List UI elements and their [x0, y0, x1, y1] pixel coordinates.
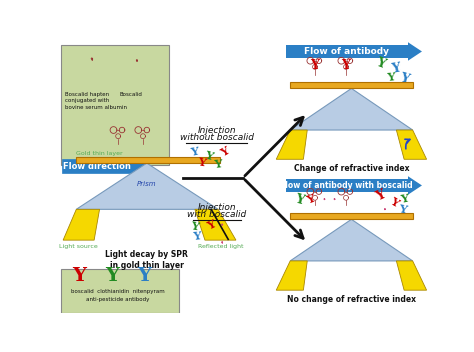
Polygon shape	[276, 261, 307, 290]
Text: Injection: Injection	[197, 126, 236, 134]
Text: anti-pesticide antibody: anti-pesticide antibody	[86, 297, 150, 302]
Text: Y: Y	[197, 156, 207, 169]
Text: Y: Y	[398, 71, 410, 86]
Bar	[285, 179, 408, 191]
Polygon shape	[396, 261, 427, 290]
Text: Y: Y	[193, 231, 201, 242]
Text: Y: Y	[341, 59, 350, 72]
Text: Gold thin layer: Gold thin layer	[76, 151, 123, 156]
Text: Light source: Light source	[59, 244, 98, 249]
Text: conjugated with: conjugated with	[64, 99, 109, 103]
Text: Y: Y	[310, 59, 319, 72]
Text: Injection: Injection	[197, 202, 236, 212]
Text: without boscalid: without boscalid	[180, 133, 254, 142]
Text: Y: Y	[137, 267, 152, 285]
Text: Change of refractive index: Change of refractive index	[294, 164, 409, 173]
Text: Y: Y	[398, 203, 408, 215]
Polygon shape	[408, 176, 422, 195]
Text: Y: Y	[293, 192, 306, 207]
Polygon shape	[132, 160, 151, 178]
Text: Y: Y	[391, 61, 402, 76]
Bar	[285, 45, 408, 58]
Polygon shape	[290, 88, 413, 130]
Polygon shape	[396, 130, 427, 159]
Text: Y: Y	[374, 55, 387, 71]
Text: Y: Y	[386, 71, 395, 83]
Text: bovine serum albumin: bovine serum albumin	[64, 105, 127, 109]
Text: Y: Y	[72, 267, 86, 285]
FancyBboxPatch shape	[61, 269, 179, 313]
Text: Y: Y	[218, 145, 230, 158]
FancyBboxPatch shape	[61, 45, 169, 165]
Text: Light decay by SPR
in gold thin layer: Light decay by SPR in gold thin layer	[105, 250, 188, 270]
Text: Flow direction: Flow direction	[64, 162, 131, 171]
Polygon shape	[290, 219, 413, 261]
Polygon shape	[276, 130, 307, 159]
Polygon shape	[63, 209, 100, 240]
Polygon shape	[195, 209, 236, 240]
Text: boscalid  clothianidin  nitenpyram: boscalid clothianidin nitenpyram	[71, 289, 165, 294]
Text: Prism: Prism	[137, 181, 156, 187]
Text: Reflected light: Reflected light	[198, 244, 243, 249]
FancyBboxPatch shape	[62, 159, 133, 173]
Polygon shape	[76, 163, 218, 209]
Text: Y: Y	[203, 149, 214, 162]
Text: Y: Y	[399, 193, 409, 206]
Text: Y: Y	[388, 195, 400, 208]
Text: Y: Y	[105, 267, 119, 285]
Text: Y: Y	[214, 158, 223, 170]
Text: Y: Y	[374, 188, 388, 204]
Text: Boscalid hapten: Boscalid hapten	[64, 92, 109, 97]
Text: Y: Y	[205, 218, 217, 231]
Text: Boscalid: Boscalid	[120, 92, 143, 97]
Text: Y: Y	[190, 145, 200, 158]
Bar	[290, 82, 413, 88]
Polygon shape	[408, 42, 422, 61]
Text: No change of refractive index: No change of refractive index	[287, 295, 416, 304]
Bar	[290, 213, 413, 219]
Text: Y: Y	[305, 193, 317, 206]
Text: with boscalid: with boscalid	[187, 210, 246, 219]
Text: Y: Y	[190, 220, 200, 232]
Text: Flow of antibody with boscalid: Flow of antibody with boscalid	[281, 181, 413, 190]
Bar	[76, 157, 219, 163]
Text: Flow of antibody: Flow of antibody	[304, 47, 389, 56]
